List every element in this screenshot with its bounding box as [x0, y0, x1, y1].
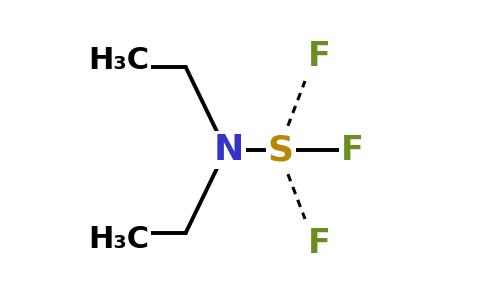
Text: F: F — [341, 134, 363, 166]
Text: S: S — [268, 133, 294, 167]
Text: H₃C: H₃C — [88, 46, 149, 75]
Text: N: N — [213, 133, 244, 167]
Text: F: F — [308, 227, 331, 260]
Text: H₃C: H₃C — [88, 225, 149, 254]
Text: F: F — [308, 40, 331, 73]
